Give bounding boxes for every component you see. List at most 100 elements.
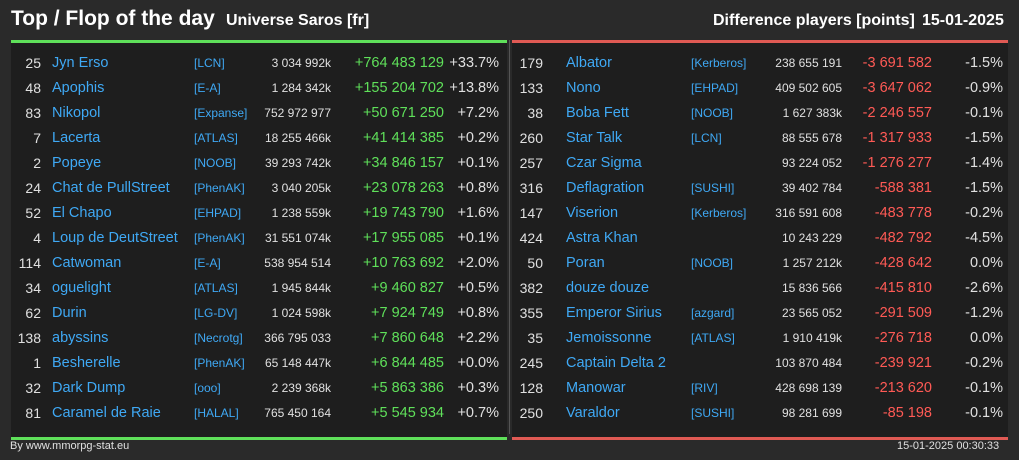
alliance-link[interactable]: [ooo] — [194, 381, 221, 395]
source-credit: By www.mmorpg-stat.eu — [10, 440, 130, 452]
player-name-link[interactable]: Lacerta — [52, 130, 101, 146]
player-name-link[interactable]: abyssins — [52, 330, 109, 346]
rank-cell: 133 — [519, 80, 543, 96]
alliance-link[interactable]: [Expanse] — [194, 106, 248, 120]
diff-cell: +23 078 263 — [362, 180, 444, 196]
rank-cell: 34 — [25, 280, 41, 296]
alliance-link[interactable]: [LCN] — [194, 56, 225, 70]
points-cell: 366 795 033 — [264, 331, 331, 345]
player-name-link[interactable]: Dark Dump — [52, 380, 126, 396]
alliance-link[interactable]: [E-A] — [194, 81, 221, 95]
diff-cell: +41 414 385 — [362, 130, 444, 146]
percent-cell: -1.5% — [965, 130, 1003, 146]
flop-row: 355 Emperor Sirius [azgard] 23 565 052 -291 … — [512, 301, 1008, 326]
alliance-link[interactable]: [PhenAK] — [194, 181, 245, 195]
diff-cell: -3 647 062 — [862, 80, 932, 96]
percent-cell: -0.2% — [965, 205, 1003, 221]
points-cell: 39 293 742k — [264, 156, 331, 170]
points-cell: 1 284 342k — [271, 81, 331, 95]
alliance-link[interactable]: [NOOB] — [691, 106, 734, 120]
alliance-link[interactable]: [NOOB] — [194, 156, 237, 170]
flop-row: 50 Poran [NOOB] 1 257 212k -428 642 0.0% — [512, 251, 1008, 276]
player-name-link[interactable]: douze douze — [566, 280, 650, 296]
points-cell: 1 257 212k — [782, 256, 842, 270]
player-name-link[interactable]: Caramel de Raie — [52, 405, 161, 421]
player-name-link[interactable]: Astra Khan — [566, 230, 638, 246]
rank-cell: 316 — [519, 180, 543, 196]
player-name-link[interactable]: Emperor Sirius — [566, 305, 662, 321]
alliance-link[interactable]: [E-A] — [194, 256, 221, 270]
alliance-link[interactable]: [EHPAD] — [691, 81, 739, 95]
player-name-link[interactable]: Nono — [566, 80, 601, 96]
points-cell: 3 034 992k — [271, 56, 331, 70]
player-name-link[interactable]: Czar Sigma — [566, 155, 642, 171]
rank-cell: 2 — [33, 155, 41, 171]
top-row: 114 Catwoman [E-A] 538 954 514 +10 763 692 +2… — [11, 251, 507, 276]
points-cell: 316 591 608 — [775, 206, 842, 220]
alliance-link[interactable]: [SUSHI] — [691, 406, 735, 420]
alliance-link[interactable]: [SUSHI] — [691, 181, 735, 195]
points-cell: 103 870 484 — [775, 356, 842, 370]
alliance-link[interactable]: [Kerberos] — [691, 56, 747, 70]
percent-cell: +0.7% — [457, 405, 499, 421]
player-name-link[interactable]: Boba Fett — [566, 105, 629, 121]
alliance-link[interactable]: [ATLAS] — [691, 331, 735, 345]
points-cell: 238 655 191 — [775, 56, 842, 70]
top-row: 52 El Chapo [EHPAD] 1 238 559k +19 743 790 +1… — [11, 201, 507, 226]
alliance-link[interactable]: [PhenAK] — [194, 356, 245, 370]
alliance-link[interactable]: [PhenAK] — [194, 231, 245, 245]
player-name-link[interactable]: Nikopol — [52, 105, 101, 121]
alliance-link[interactable]: [Necrotg] — [194, 331, 243, 345]
player-name-link[interactable]: Durin — [52, 305, 87, 321]
alliance-link[interactable]: [NOOB] — [691, 256, 734, 270]
diff-cell: -239 921 — [874, 355, 932, 371]
points-cell: 18 255 466k — [264, 131, 331, 145]
alliance-link[interactable]: [HALAL] — [194, 406, 239, 420]
flop-row: 128 Manowar [RIV] 428 698 139 -213 620 -0.1% — [512, 376, 1008, 401]
diff-cell: +10 763 692 — [362, 255, 444, 271]
player-name-link[interactable]: Chat de PullStreet — [52, 180, 170, 196]
alliance-link[interactable]: [ATLAS] — [194, 281, 238, 295]
points-cell: 1 024 598k — [271, 306, 331, 320]
alliance-link[interactable]: [EHPAD] — [194, 206, 242, 220]
percent-cell: +0.2% — [457, 130, 499, 146]
percent-cell: +7.2% — [457, 105, 499, 121]
top-row: 25 Jyn Erso [LCN] 3 034 992k +764 483 129 +33… — [11, 51, 507, 76]
diff-cell: +764 483 129 — [354, 55, 444, 71]
player-name-link[interactable]: Viserion — [566, 205, 619, 221]
player-name-link[interactable]: Catwoman — [52, 255, 122, 271]
diff-cell: -483 778 — [874, 205, 932, 221]
percent-cell: +2.2% — [457, 330, 499, 346]
player-name-link[interactable]: Loup de DeutStreet — [52, 230, 178, 246]
player-name-link[interactable]: Deflagration — [566, 180, 645, 196]
diff-cell: -482 792 — [874, 230, 932, 246]
player-name-link[interactable]: El Chapo — [52, 205, 112, 221]
player-name-link[interactable]: Poran — [566, 255, 605, 271]
player-name-link[interactable]: Captain Delta 2 — [566, 355, 666, 371]
alliance-link[interactable]: [LCN] — [691, 131, 722, 145]
rank-cell: 250 — [519, 405, 543, 421]
diff-cell: +9 460 827 — [371, 280, 444, 296]
top-row: 48 Apophis [E-A] 1 284 342k +155 204 702 +13.… — [11, 76, 507, 101]
player-name-link[interactable]: Varaldor — [566, 405, 620, 421]
diff-cell: -85 198 — [882, 405, 932, 421]
player-name-link[interactable]: Jemoissonne — [566, 330, 652, 346]
player-name-link[interactable]: Albator — [566, 55, 612, 71]
flop-row: 260 Star Talk [LCN] 88 555 678 -1 317 933 -1.… — [512, 126, 1008, 151]
alliance-link[interactable]: [azgard] — [691, 306, 735, 320]
alliance-link[interactable]: [ATLAS] — [194, 131, 238, 145]
player-name-link[interactable]: Apophis — [52, 80, 105, 96]
alliance-link[interactable]: [Kerberos] — [691, 206, 747, 220]
percent-cell: +0.1% — [457, 230, 499, 246]
player-name-link[interactable]: Popeye — [52, 155, 102, 171]
player-name-link[interactable]: Star Talk — [566, 130, 623, 146]
player-name-link[interactable]: Jyn Erso — [52, 55, 109, 71]
player-name-link[interactable]: Manowar — [566, 380, 626, 396]
alliance-link[interactable]: [RIV] — [691, 381, 718, 395]
flop-row: 245 Captain Delta 2 103 870 484 -239 921 -0.… — [512, 351, 1008, 376]
rank-cell: 48 — [25, 80, 41, 96]
player-name-link[interactable]: oguelight — [52, 280, 111, 296]
rank-cell: 38 — [527, 105, 543, 121]
alliance-link[interactable]: [LG-DV] — [194, 306, 238, 320]
player-name-link[interactable]: Besherelle — [52, 355, 121, 371]
